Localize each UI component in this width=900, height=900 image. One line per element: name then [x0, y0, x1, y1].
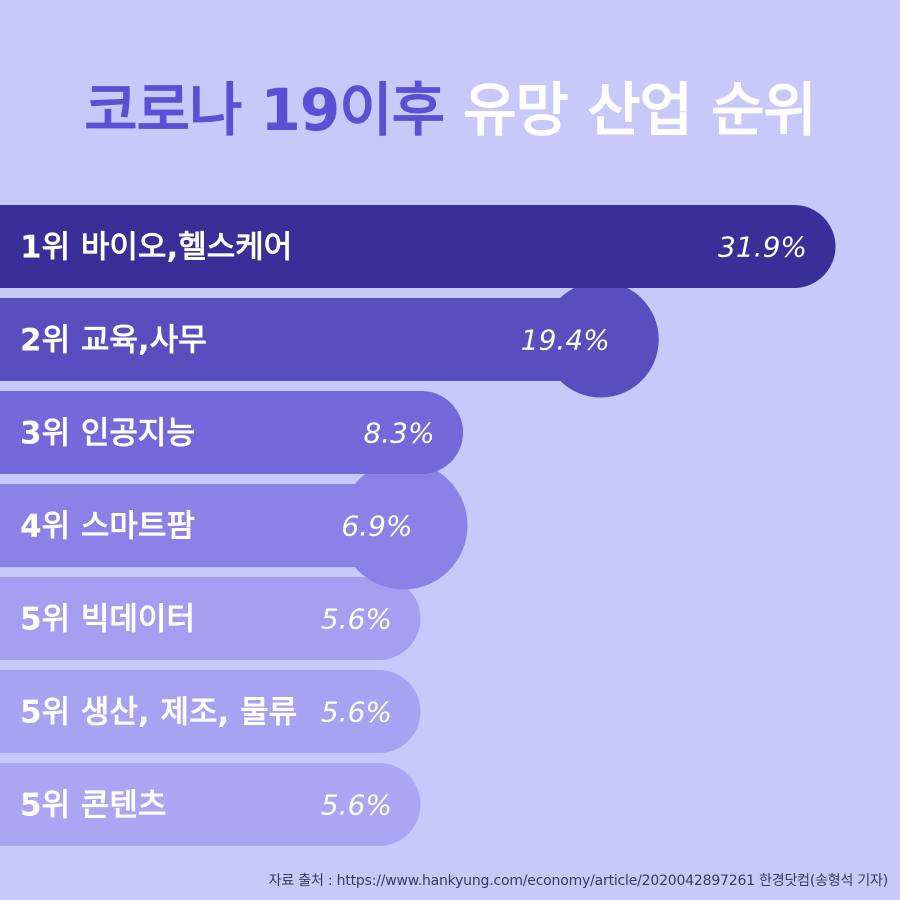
title-part-2: 유망 산업 순위	[463, 76, 817, 144]
category-label: 1위 바이오,헬스케어	[20, 230, 292, 266]
bar	[0, 298, 639, 381]
category-label: 4위 스마트팜	[20, 509, 195, 545]
value-label: 5.6%	[321, 789, 392, 822]
source-note: 자료 출처 : https://www.hankyung.com/economy…	[268, 873, 889, 889]
bar-row: 2위 교육,사무 19.4%	[0, 281, 659, 398]
bar	[0, 484, 442, 567]
value-label: 31.9%	[718, 231, 807, 264]
category-label: 5위 빅데이터	[20, 602, 195, 638]
value-label: 19.4%	[521, 324, 610, 357]
bar-end-bubble	[542, 281, 659, 398]
category-label: 3위 인공지능	[20, 416, 195, 452]
bar	[0, 577, 421, 660]
category-label: 5위 생산, 제조, 물류	[20, 695, 297, 731]
value-label: 8.3%	[363, 417, 434, 450]
bar-row: 4위 스마트팜 6.9%	[0, 461, 468, 590]
bar-row: 1위 바이오,헬스케어 31.9%	[0, 205, 836, 288]
bar	[0, 763, 421, 846]
category-label: 2위 교육,사무	[20, 323, 207, 359]
title-part-1: 코로나 19이후	[84, 76, 445, 144]
bar-row: 3위 인공지능 8.3%	[0, 391, 464, 474]
bar	[0, 670, 421, 753]
category-label: 5위 콘텐츠	[20, 788, 166, 824]
bar	[0, 205, 836, 288]
bar-end-bubble	[339, 461, 468, 590]
bar	[0, 391, 464, 474]
bar-row: 5위 생산, 제조, 물류 5.6%	[0, 670, 421, 753]
value-label: 6.9%	[341, 510, 412, 543]
bar-row: 5위 빅데이터 5.6%	[0, 577, 421, 660]
value-label: 5.6%	[321, 603, 392, 636]
bar-row: 5위 콘텐츠 5.6%	[0, 763, 421, 846]
value-label: 5.6%	[321, 696, 392, 729]
page-title: 코로나 19이후 유망 산업 순위	[0, 70, 900, 150]
